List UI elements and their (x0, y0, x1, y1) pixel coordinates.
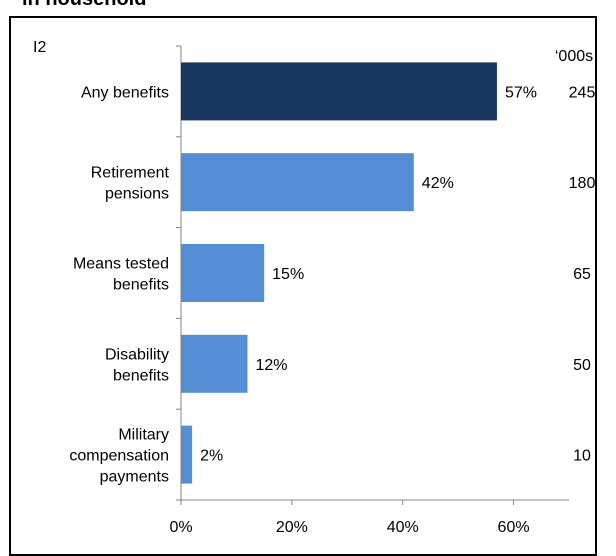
x-axis: 0% 20% 40% 60% (169, 499, 569, 536)
bars (181, 62, 497, 484)
bar (181, 153, 414, 212)
count-label: 245 (569, 84, 596, 101)
category-label: Military compensation payments (69, 427, 169, 486)
value-label: 15% (272, 266, 304, 283)
value-labels: 57% 42% 15% 12% 2% (200, 84, 537, 464)
category-label: Any benefits (81, 84, 169, 101)
count-label: 10 (573, 448, 591, 465)
value-label: 12% (256, 357, 288, 374)
bar (181, 334, 248, 393)
category-label: Means tested benefits (73, 256, 169, 294)
bar (181, 244, 265, 302)
count-labels: 245 180 65 50 10 (569, 84, 596, 464)
category-labels: Any benefits Retirement pensions Means test… (69, 84, 169, 485)
x-tick-label: 60% (498, 519, 530, 536)
category-label: Retirement pensions (91, 165, 170, 203)
x-tick-label: 0% (169, 519, 192, 536)
count-label: 50 (573, 357, 591, 374)
x-tick-label: 20% (276, 519, 308, 536)
bar (181, 62, 497, 121)
units-header: ‘000s (555, 48, 593, 65)
count-label: 180 (569, 175, 596, 192)
y-axis-ticks (176, 45, 182, 501)
panel-label: I2 (33, 39, 46, 56)
value-label: 57% (505, 84, 537, 101)
chart-header-title: in household (22, 0, 146, 11)
value-label: 42% (422, 175, 454, 192)
x-tick-label: 40% (387, 519, 419, 536)
value-label: 2% (200, 448, 223, 465)
count-label: 65 (573, 266, 591, 283)
bar (181, 425, 193, 484)
category-label: Disability benefits (105, 346, 169, 384)
